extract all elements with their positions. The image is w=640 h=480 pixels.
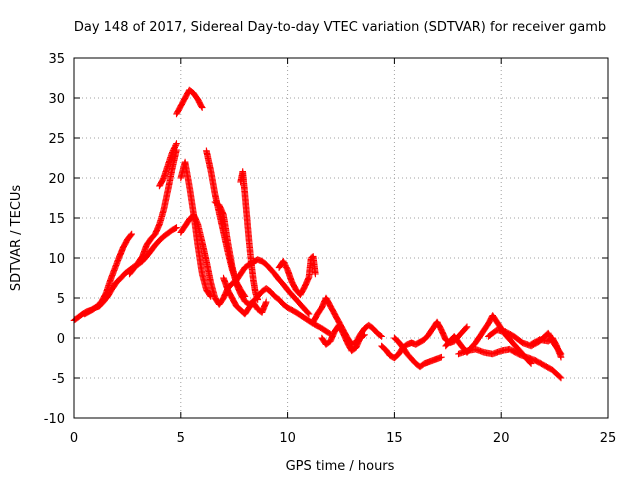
axis-ticks xyxy=(73,57,609,419)
data-point xyxy=(305,310,313,318)
x-axis-label: GPS time / hours xyxy=(286,459,395,474)
chart-title: Day 148 of 2017, Sidereal Day-to-day VTE… xyxy=(74,20,606,35)
data-point xyxy=(361,331,368,339)
y-tick-label: 0 xyxy=(57,332,65,347)
x-tick-label: 5 xyxy=(177,431,185,446)
data-point xyxy=(198,104,206,111)
y-tick-label: 10 xyxy=(48,252,65,267)
data-point-fill xyxy=(462,324,470,332)
y-axis-tick-labels: -10 -5 0 5 10 15 20 25 30 35 xyxy=(44,52,65,427)
y-tick-label: 15 xyxy=(48,212,65,227)
data-point-fill xyxy=(172,141,180,149)
series-16 xyxy=(391,334,445,371)
x-tick-label: 20 xyxy=(493,431,510,446)
data-point xyxy=(173,224,180,231)
data-point-fill xyxy=(127,231,135,239)
data-point xyxy=(557,374,565,382)
data-point-fill xyxy=(198,103,205,110)
data-point-fill xyxy=(206,292,214,299)
data-point-fill xyxy=(360,332,367,339)
data-point-fill xyxy=(377,332,384,339)
data-point xyxy=(207,293,214,300)
data-point-fill xyxy=(172,224,179,232)
series-2 xyxy=(81,230,135,318)
x-tick-label: 15 xyxy=(386,431,403,446)
x-tick-label: 0 xyxy=(70,431,78,446)
y-tick-label: 20 xyxy=(48,172,65,187)
data-points xyxy=(70,86,565,382)
series-20 xyxy=(527,334,565,361)
y-tick-label: 35 xyxy=(48,52,65,67)
y-tick-label: 30 xyxy=(48,92,65,107)
data-point xyxy=(438,353,445,361)
data-point xyxy=(262,298,270,306)
y-tick-label: 5 xyxy=(57,292,65,307)
series-4 xyxy=(156,140,180,190)
series-3 xyxy=(126,146,180,278)
data-point xyxy=(557,353,565,361)
x-axis-tick-labels: 0 5 10 15 20 25 xyxy=(70,431,616,446)
data-point xyxy=(173,140,180,147)
data-point xyxy=(254,296,261,303)
x-tick-label: 25 xyxy=(600,431,617,446)
data-point xyxy=(463,323,471,331)
y-tick-label: 25 xyxy=(48,132,65,147)
data-point xyxy=(378,333,385,340)
data-point xyxy=(527,360,535,367)
series-10 xyxy=(237,168,261,303)
plot-frame xyxy=(73,57,609,419)
series-11 xyxy=(220,274,270,318)
x-tick-label: 10 xyxy=(279,431,296,446)
data-point-fill xyxy=(304,309,312,317)
y-tick-label: -10 xyxy=(44,412,65,427)
y-tick-label: -5 xyxy=(52,372,65,387)
series-7 xyxy=(177,158,214,300)
series-6 xyxy=(173,86,206,118)
data-point-fill xyxy=(556,373,564,381)
series-14 xyxy=(318,321,368,355)
series-18 xyxy=(455,345,565,382)
series-12 xyxy=(275,253,319,299)
data-point xyxy=(128,230,135,238)
y-axis-label: SDTVAR / TECUs xyxy=(9,185,24,292)
data-point xyxy=(312,270,319,278)
